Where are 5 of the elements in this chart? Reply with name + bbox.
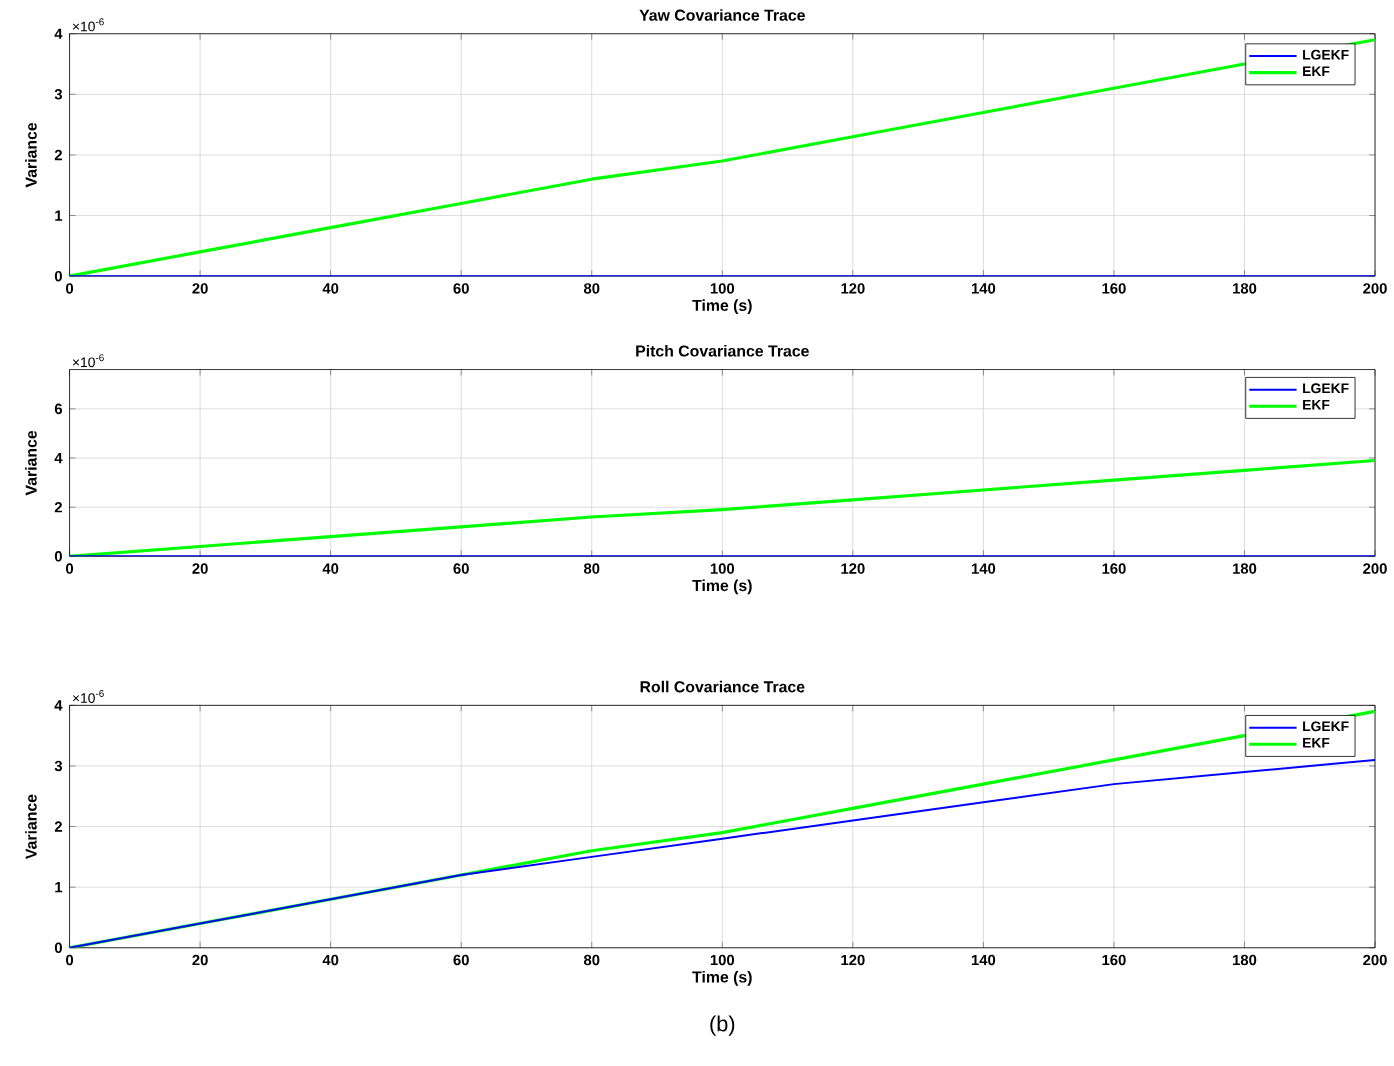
line-series [69,759,1376,949]
line-series [69,38,1376,277]
line-series [69,710,1376,949]
line-series [69,459,1376,557]
text: (b) [710,1015,735,1037]
